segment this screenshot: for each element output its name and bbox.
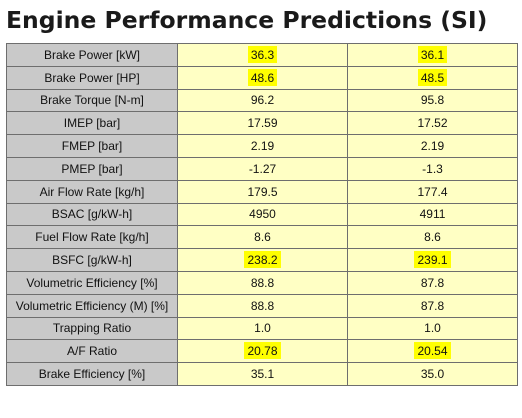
- value-cell-prediction-1: 238.2: [177, 248, 348, 272]
- value-text: 1.0: [254, 321, 271, 336]
- row-label: Air Flow Rate [kg/h]: [6, 179, 178, 204]
- table-row: Air Flow Rate [kg/h] 179.5 177.4: [6, 179, 518, 204]
- highlighted-value: 48.6: [247, 68, 278, 86]
- value-text: -1.3: [422, 161, 443, 176]
- value-cell-prediction-1: 88.8: [177, 270, 348, 295]
- table-row: Brake Efficiency [%] 35.1 35.0: [6, 362, 518, 386]
- value-text: 8.6: [254, 230, 271, 245]
- value-cell-prediction-1: 8.6: [177, 225, 348, 250]
- table-row: Brake Power [HP] 48.6 48.5: [6, 65, 518, 90]
- row-label: Fuel Flow Rate [kg/h]: [6, 225, 178, 250]
- table-row: Brake Torque [N-m] 96.2 95.8: [6, 88, 518, 113]
- row-label: PMEP [bar]: [6, 156, 178, 181]
- value-cell-prediction-1: 17.59: [177, 111, 348, 136]
- value-cell-prediction-2: 177.4: [347, 179, 518, 204]
- value-text: 88.8: [250, 298, 275, 313]
- value-text: 35.1: [250, 367, 275, 382]
- table-row: PMEP [bar] -1.27 -1.3: [6, 156, 518, 181]
- value-cell-prediction-1: 20.78: [177, 339, 348, 364]
- value-cell-prediction-2: 1.0: [347, 316, 518, 341]
- value-cell-prediction-2: 4911: [347, 202, 518, 227]
- row-label: Volumetric Efficiency [%]: [6, 270, 178, 295]
- table-row: Trapping Ratio 1.0 1.0: [6, 316, 518, 341]
- table-row: A/F Ratio 20.78 20.54: [6, 339, 518, 364]
- value-cell-prediction-2: 2.19: [347, 134, 518, 158]
- value-cell-prediction-2: 8.6: [347, 225, 518, 250]
- table-row: IMEP [bar] 17.59 17.52: [6, 111, 518, 136]
- row-label: Volumetric Efficiency (M) [%]: [6, 293, 178, 318]
- page-title: Engine Performance Predictions (SI): [6, 6, 488, 34]
- table-row: BSAC [g/kW-h] 4950 4911: [6, 202, 518, 227]
- row-label: Brake Power [kW]: [6, 43, 178, 67]
- value-cell-prediction-2: 87.8: [347, 270, 518, 295]
- highlighted-value: 36.3: [247, 45, 278, 63]
- value-text: 17.52: [417, 116, 448, 131]
- value-cell-prediction-1: 4950: [177, 202, 348, 227]
- value-cell-prediction-2: 20.54: [347, 339, 518, 364]
- value-cell-prediction-2: 17.52: [347, 111, 518, 136]
- row-label: A/F Ratio: [6, 339, 178, 364]
- value-cell-prediction-1: 48.6: [177, 65, 348, 90]
- value-text: 95.8: [420, 93, 445, 108]
- table-row: Fuel Flow Rate [kg/h] 8.6 8.6: [6, 225, 518, 250]
- value-text: 4911: [419, 207, 446, 222]
- value-text: -1.27: [248, 161, 277, 176]
- performance-table-body: Brake Power [kW] 36.3 36.1 Brake Power [HP]…: [6, 43, 518, 386]
- row-label: BSFC [g/kW-h]: [6, 248, 178, 272]
- value-cell-prediction-2: 35.0: [347, 362, 518, 386]
- highlighted-value: 36.1: [417, 45, 448, 63]
- value-cell-prediction-2: 95.8: [347, 88, 518, 113]
- value-text: 8.6: [424, 230, 441, 245]
- value-text: 17.59: [247, 116, 278, 131]
- value-cell-prediction-1: -1.27: [177, 156, 348, 181]
- highlighted-value: 20.78: [244, 342, 281, 360]
- value-text: 87.8: [420, 275, 445, 290]
- value-cell-prediction-1: 1.0: [177, 316, 348, 341]
- value-cell-prediction-1: 35.1: [177, 362, 348, 386]
- row-label: Brake Power [HP]: [6, 65, 178, 90]
- value-cell-prediction-1: 2.19: [177, 134, 348, 158]
- value-cell-prediction-1: 179.5: [177, 179, 348, 204]
- table-row: FMEP [bar] 2.19 2.19: [6, 134, 518, 158]
- value-text: 87.8: [420, 298, 445, 313]
- performance-table: Brake Power [kW] 36.3 36.1 Brake Power [HP]…: [6, 43, 518, 386]
- value-text: 96.2: [250, 93, 275, 108]
- value-cell-prediction-1: 96.2: [177, 88, 348, 113]
- value-text: 2.19: [420, 139, 445, 154]
- highlighted-value: 48.5: [417, 68, 448, 86]
- row-label: IMEP [bar]: [6, 111, 178, 136]
- table-row: Volumetric Efficiency [%] 88.8 87.8: [6, 270, 518, 295]
- value-text: 88.8: [250, 275, 275, 290]
- highlighted-value: 238.2: [244, 251, 281, 269]
- value-text: 1.0: [424, 321, 441, 336]
- value-text: 35.0: [420, 367, 445, 382]
- value-cell-prediction-2: -1.3: [347, 156, 518, 181]
- value-cell-prediction-2: 36.1: [347, 43, 518, 67]
- table-row: BSFC [g/kW-h] 238.2 239.1: [6, 248, 518, 272]
- value-cell-prediction-2: 48.5: [347, 65, 518, 90]
- value-cell-prediction-2: 239.1: [347, 248, 518, 272]
- value-text: 177.4: [417, 184, 448, 199]
- value-text: 2.19: [250, 139, 275, 154]
- row-label: FMEP [bar]: [6, 134, 178, 158]
- table-row: Brake Power [kW] 36.3 36.1: [6, 43, 518, 67]
- value-cell-prediction-1: 36.3: [177, 43, 348, 67]
- row-label: Brake Efficiency [%]: [6, 362, 178, 386]
- row-label: Brake Torque [N-m]: [6, 88, 178, 113]
- value-cell-prediction-1: 88.8: [177, 293, 348, 318]
- highlighted-value: 20.54: [414, 342, 451, 360]
- value-text: 179.5: [247, 184, 278, 199]
- value-cell-prediction-2: 87.8: [347, 293, 518, 318]
- row-label: Trapping Ratio: [6, 316, 178, 341]
- highlighted-value: 239.1: [414, 251, 451, 269]
- value-text: 4950: [249, 207, 276, 222]
- table-row: Volumetric Efficiency (M) [%] 88.8 87.8: [6, 293, 518, 318]
- row-label: BSAC [g/kW-h]: [6, 202, 178, 227]
